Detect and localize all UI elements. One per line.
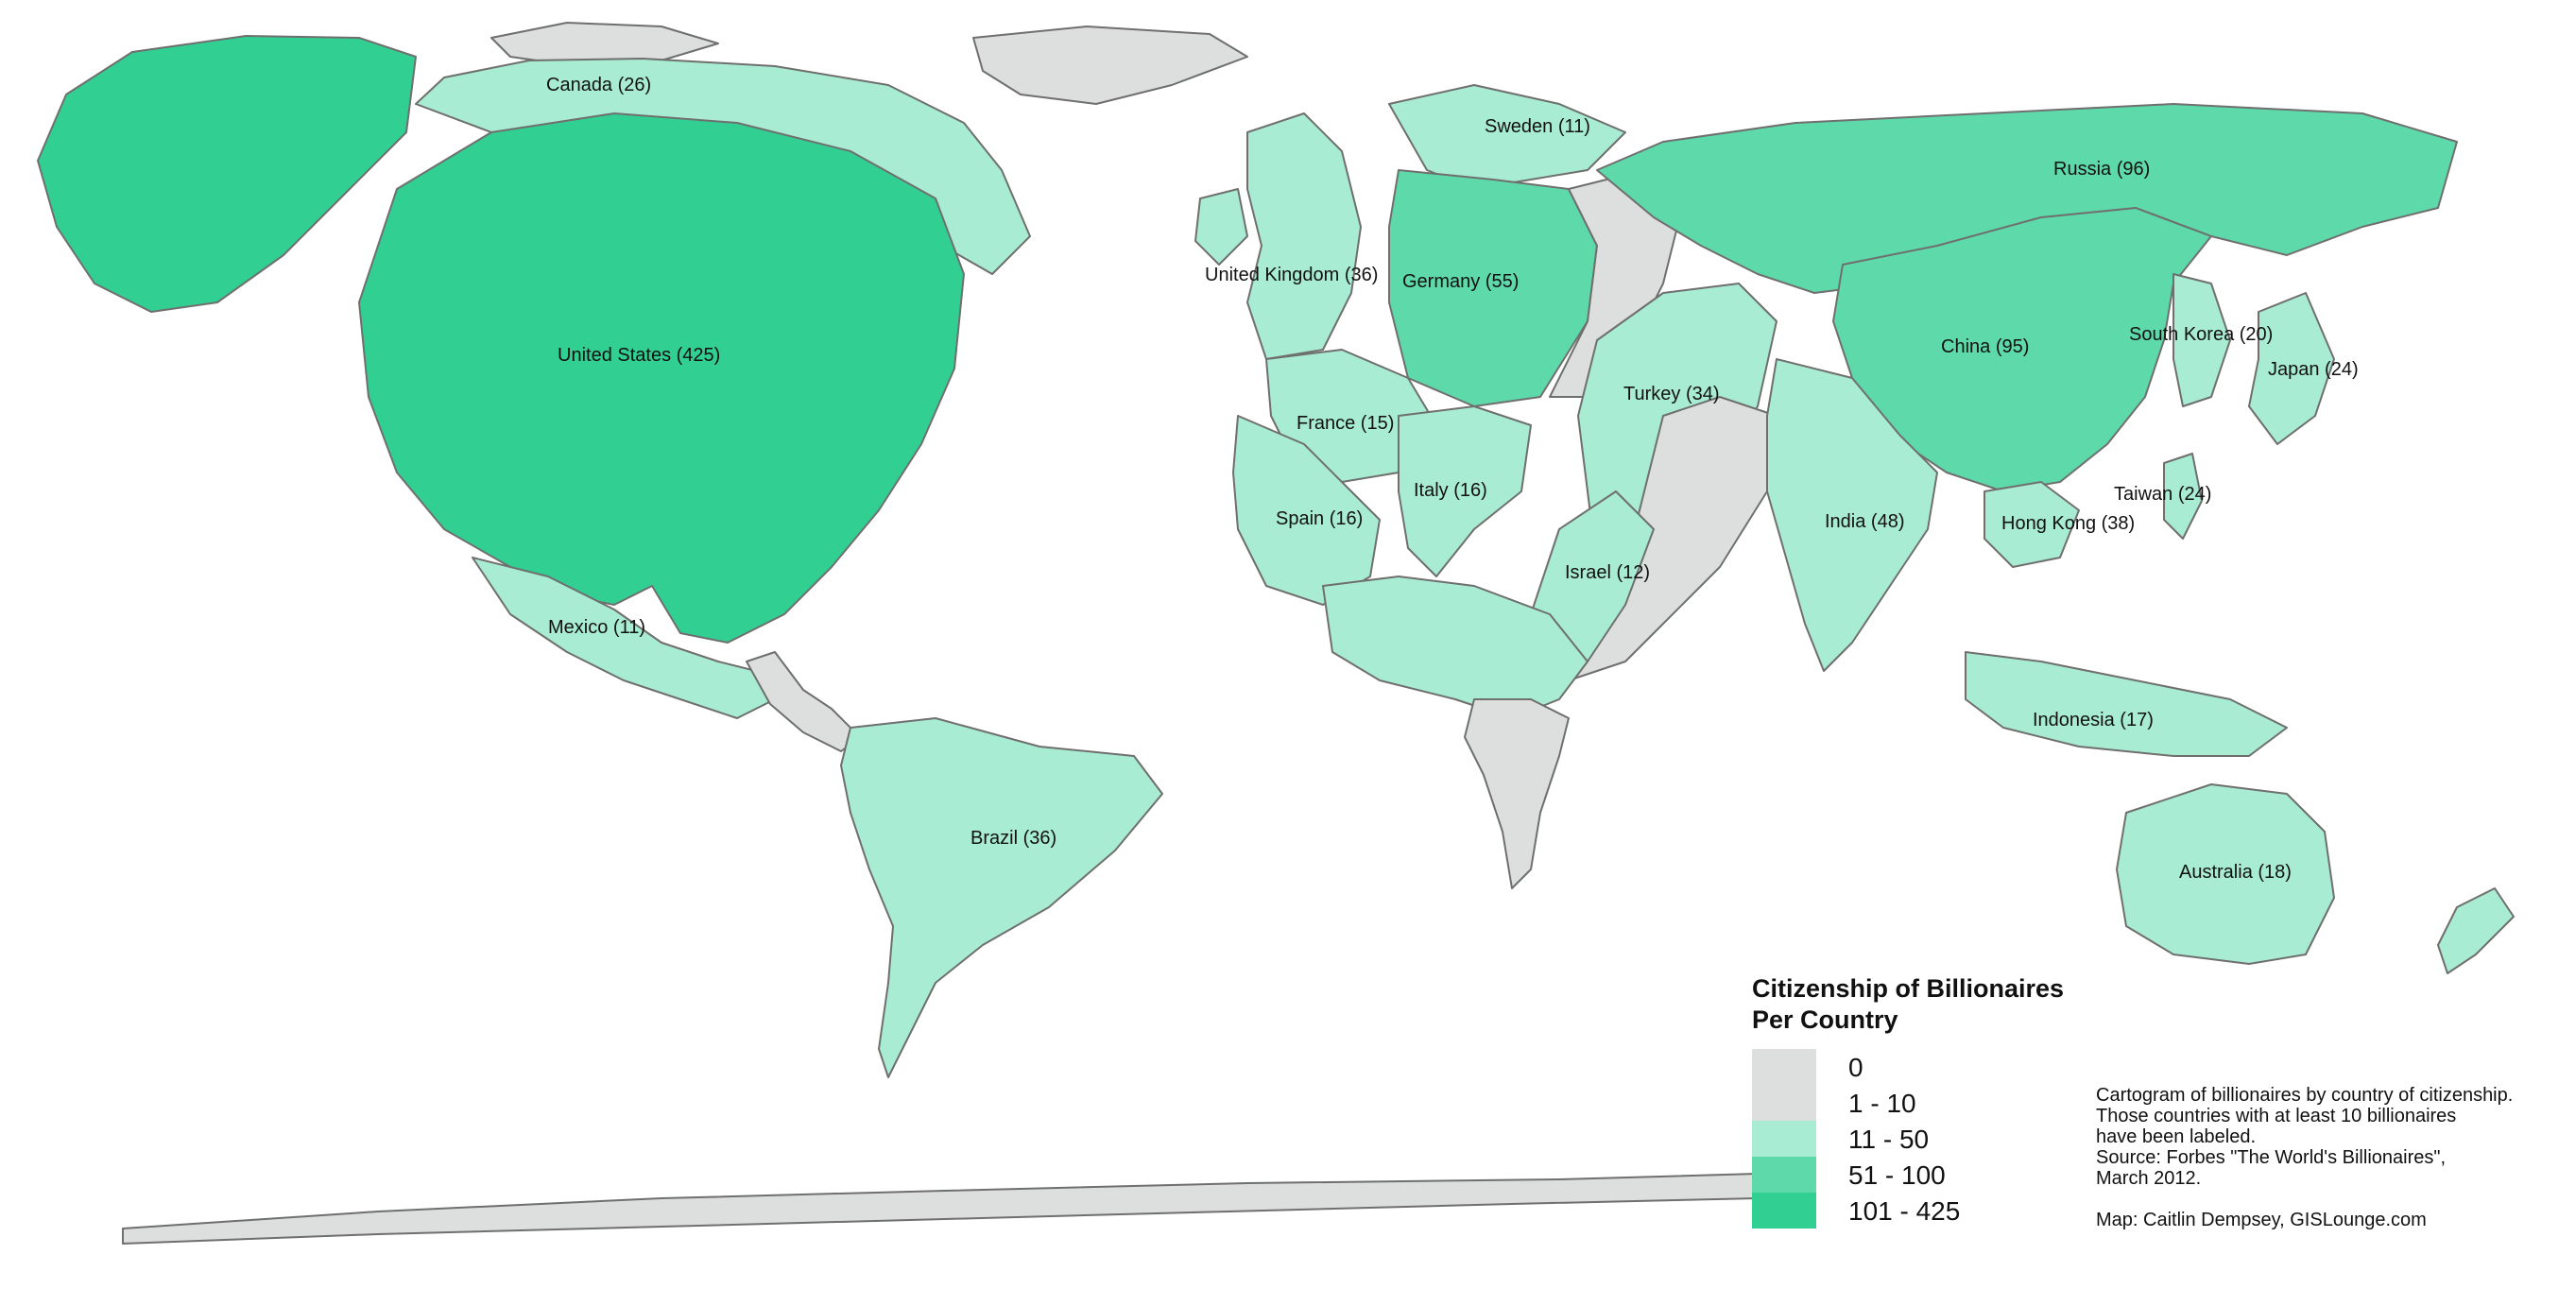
legend-row: 11 - 50 <box>1752 1121 2130 1157</box>
region-italy <box>1398 405 1532 577</box>
region-north-africa <box>1322 576 1589 719</box>
legend-label: 11 - 50 <box>1848 1125 1930 1154</box>
label-spain: Spain (16) <box>1276 508 1363 529</box>
region-australia <box>2116 783 2335 965</box>
label-germany: Germany (55) <box>1402 271 1519 292</box>
region-indonesia <box>1965 651 2288 757</box>
label-indonesia: Indonesia (17) <box>2033 710 2154 730</box>
region-india <box>1766 358 1938 672</box>
region-alaska <box>37 35 417 313</box>
region-germany <box>1388 169 1598 407</box>
label-united-kingdom: United Kingdom (36) <box>1205 265 1378 285</box>
label-turkey: Turkey (34) <box>1623 384 1720 404</box>
label-australia: Australia (18) <box>2179 862 2292 883</box>
arctic-islands <box>490 22 719 67</box>
label-china: China (95) <box>1941 336 2029 357</box>
label-italy: Italy (16) <box>1414 480 1487 501</box>
legend-label: 51 - 100 <box>1848 1160 1946 1190</box>
region-taiwan <box>2163 453 2203 540</box>
region-antarctica <box>122 1173 1759 1245</box>
label-japan: Japan (24) <box>2268 359 2359 380</box>
label-sweden: Sweden (11) <box>1485 116 1590 137</box>
legend-row: 51 - 100 <box>1752 1157 2130 1193</box>
label-brazil: Brazil (36) <box>970 828 1056 849</box>
note-line: Those countries with at least 10 billion… <box>2096 1106 2457 1126</box>
label-india: India (48) <box>1825 511 1905 532</box>
label-israel: Israel (12) <box>1565 562 1650 583</box>
legend-row: 101 - 425 <box>1752 1193 2130 1229</box>
label-france: France (15) <box>1297 413 1394 434</box>
legend-title: Citizenship of Billionaires Per Country <box>1752 974 2065 1034</box>
region-hong-kong <box>1984 481 2080 568</box>
legend-row: 0 <box>1752 1049 2130 1085</box>
region-south-korea <box>2172 273 2231 407</box>
region-africa <box>1464 698 1570 889</box>
note-source: Source: Forbes "The World's Billionaires… <box>2096 1147 2447 1168</box>
legend-swatch <box>1752 1193 1816 1229</box>
legend-swatch <box>1752 1049 1816 1085</box>
region-ireland <box>1194 188 1248 266</box>
label-united-states: United States (425) <box>558 345 720 366</box>
legend: Citizenship of Billionaires Per Country … <box>1752 973 2130 1229</box>
region-south-america <box>840 717 1163 1078</box>
region-new-zealand <box>2437 887 2515 974</box>
map-notes: Cartogram of billionaires by country of … <box>2096 1085 2568 1230</box>
label-south-korea: South Korea (20) <box>2129 324 2273 345</box>
label-taiwan: Taiwan (24) <box>2114 484 2211 505</box>
legend-swatch <box>1752 1085 1816 1121</box>
note-date: March 2012. <box>2096 1168 2202 1189</box>
legend-row: 1 - 10 <box>1752 1085 2130 1121</box>
map-credit: Map: Caitlin Dempsey, GISLounge.com <box>2096 1210 2427 1230</box>
greenland <box>972 26 1248 105</box>
label-canada: Canada (26) <box>546 75 651 95</box>
region-russia <box>1596 103 2458 294</box>
legend-swatch <box>1752 1157 1816 1193</box>
label-hong-kong: Hong Kong (38) <box>2001 513 2135 534</box>
legend-label: 0 <box>1848 1053 1863 1082</box>
region-japan <box>2248 292 2335 445</box>
legend-label: 1 - 10 <box>1848 1089 1916 1118</box>
region-united-states <box>358 112 965 644</box>
label-mexico: Mexico (11) <box>548 617 645 638</box>
legend-label: 101 - 425 <box>1848 1196 1961 1226</box>
note-line: have been labeled. <box>2096 1126 2257 1147</box>
region-united-kingdom <box>1246 112 1362 360</box>
legend-swatch <box>1752 1121 1816 1157</box>
note-line: Cartogram of billionaires by country of … <box>2096 1085 2514 1106</box>
label-russia: Russia (96) <box>2053 159 2150 180</box>
